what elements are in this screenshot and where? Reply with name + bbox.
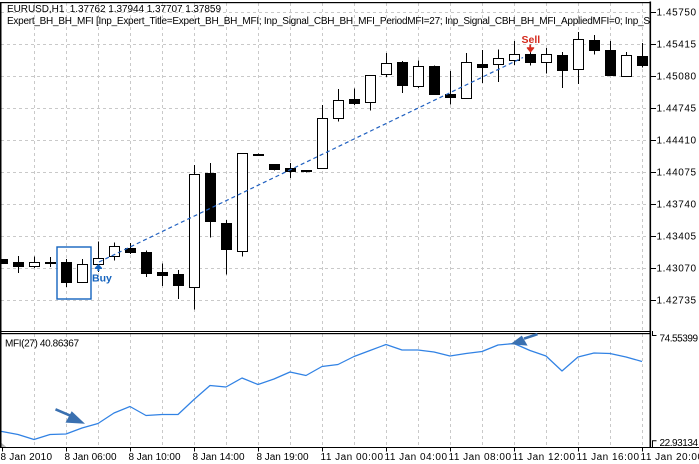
- svg-text:MFI(27) 40.86367: MFI(27) 40.86367: [5, 338, 79, 349]
- svg-text:1.43405: 1.43405: [657, 232, 697, 243]
- svg-text:Buy: Buy: [92, 273, 112, 285]
- svg-text:1.44075: 1.44075: [657, 168, 697, 179]
- svg-text:1.43740: 1.43740: [657, 200, 697, 211]
- svg-text:8 Jan 14:00: 8 Jan 14:00: [193, 452, 245, 463]
- svg-text:11 Jan 12:00: 11 Jan 12:00: [513, 452, 576, 463]
- svg-text:1.44745: 1.44745: [657, 104, 697, 115]
- svg-text:11 Jan 20:00: 11 Jan 20:00: [641, 452, 699, 463]
- svg-text:1.43070: 1.43070: [657, 264, 697, 275]
- svg-text:74.55399: 74.55399: [660, 333, 699, 344]
- svg-text:Expert_BH_BH_MFI [Inp_Expert_T: Expert_BH_BH_MFI [Inp_Expert_Title=Exper…: [7, 16, 650, 27]
- svg-text:Sell: Sell: [522, 34, 541, 46]
- svg-text:8 Jan 10:00: 8 Jan 10:00: [129, 452, 181, 463]
- svg-text:8 Jan 06:00: 8 Jan 06:00: [65, 452, 117, 463]
- svg-text:1.45415: 1.45415: [657, 40, 697, 51]
- svg-text:8 Jan 19:00: 8 Jan 19:00: [257, 452, 309, 463]
- svg-text:8 Jan 2010: 8 Jan 2010: [1, 452, 53, 463]
- svg-text:1.42735: 1.42735: [657, 296, 697, 307]
- svg-text:11 Jan 04:00: 11 Jan 04:00: [385, 452, 448, 463]
- svg-text:1.44410: 1.44410: [657, 136, 697, 147]
- svg-text:1.45750: 1.45750: [657, 8, 697, 19]
- svg-text:11 Jan 00:00: 11 Jan 00:00: [321, 452, 384, 463]
- svg-text:11 Jan 08:00: 11 Jan 08:00: [449, 452, 512, 463]
- svg-text:11 Jan 16:00: 11 Jan 16:00: [577, 452, 640, 463]
- svg-text:22.93134: 22.93134: [660, 438, 699, 449]
- svg-text:EURUSD,H1 1.37762 1.37944 1.3: EURUSD,H1 1.37762 1.37944 1.37707 1.3785…: [7, 4, 221, 15]
- svg-text:1.45080: 1.45080: [657, 72, 697, 83]
